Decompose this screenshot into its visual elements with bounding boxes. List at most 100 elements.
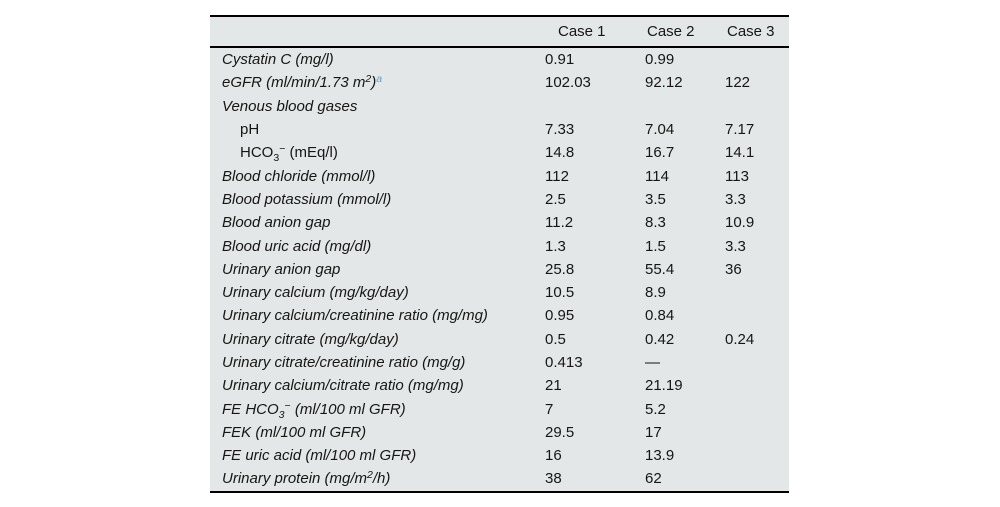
row-label-text: (ml/100 ml GFR) [290, 400, 406, 418]
row-label: Urinary anion gap [210, 258, 545, 281]
row-label: Blood uric acid (mg/dl) [210, 234, 545, 257]
row-label-text: Blood chloride (mmol/l) [222, 167, 376, 185]
row-label: Blood anion gap [210, 211, 545, 234]
value-cell-case-1: 0.95 [545, 307, 575, 325]
row-label-text: Urinary protein (mg/m [222, 470, 368, 488]
value-cell-case-1: 29.5 [545, 423, 575, 441]
value-cell-case-2: 0.99 [645, 51, 675, 69]
table-row: Urinary citrate (mg/kg/day) 0.5 0.42 0.24 [210, 328, 789, 351]
value-cell-case-1: 2.5 [545, 190, 566, 208]
table-row: Urinary citrate/creatinine ratio (mg/g) 0… [210, 351, 789, 374]
table-row: Urinary calcium/creatinine ratio (mg/mg)… [210, 304, 789, 327]
table-row: Blood chloride (mmol/l) 112 114 113 [210, 164, 789, 187]
table-row: FE HCO3− (ml/100 ml GFR) 7 5.2 [210, 397, 789, 420]
row-label-text: Urinary calcium/citrate ratio (mg/mg) [222, 377, 464, 395]
row-label-text: Venous blood gases [222, 97, 358, 115]
lab-findings-table-container: Case 1 Case 2 Case 3 Cystatin C (mg/l) 0.91… [210, 15, 789, 493]
row-label: eGFR (ml/min/1.73 m2)a [210, 71, 545, 94]
value-cell-case-1: 25.8 [545, 260, 575, 278]
value-cell-case-1: 0.413 [545, 354, 583, 371]
table-header: Case 1 Case 2 Case 3 [210, 16, 789, 48]
row-label: Venous blood gases [210, 95, 545, 118]
row-label-text: /h) [372, 470, 391, 488]
column-header-case-3: Case 3 [725, 16, 789, 48]
value-cell-case-2: — [645, 354, 660, 371]
table-row: pH 7.33 7.04 7.17 [210, 118, 789, 141]
row-label: Urinary calcium/creatinine ratio (mg/mg) [210, 304, 545, 327]
value-cell-case-2: 16.7 [645, 144, 675, 162]
value-cell-case-3 [725, 351, 789, 374]
value-cell-case-3 [725, 47, 789, 71]
value-cell-case-3 [725, 281, 789, 304]
footnote-marker-a[interactable]: a [376, 73, 383, 86]
value-cell-case-2: 62 [645, 470, 662, 488]
value-cell-case-1: 14.8 [545, 144, 575, 162]
table-row: Venous blood gases [210, 95, 789, 118]
row-label: HCO3− (mEq/l) [210, 141, 545, 164]
value-cell-case-2: 13.9 [645, 447, 675, 465]
value-cell-case-3: 122 [725, 74, 751, 92]
table-row: Urinary calcium/citrate ratio (mg/mg) 21 2… [210, 374, 789, 397]
value-cell-case-3 [725, 467, 789, 491]
value-cell-case-1: 0.5 [545, 330, 566, 348]
value-cell-case-3 [725, 95, 789, 118]
value-cell-case-2: 5.2 [645, 400, 666, 418]
value-cell-case-3: 3.3 [725, 237, 746, 255]
row-label-text: Blood anion gap [222, 214, 331, 232]
superscript-text: 2 [365, 73, 372, 86]
value-cell-case-2: 21.19 [645, 377, 683, 395]
table-row: FE uric acid (ml/100 ml GFR) 16 13.9 [210, 444, 789, 467]
row-label-text: HCO [240, 144, 274, 162]
value-cell-case-2: 3.5 [645, 190, 666, 208]
value-cell-case-3: 7.17 [725, 121, 755, 139]
row-label-text: FEK (ml/100 ml GFR) [222, 423, 367, 441]
value-cell-case-3: 113 [725, 167, 749, 185]
row-label: FE HCO3− (ml/100 ml GFR) [210, 397, 545, 420]
value-cell-case-2: 114 [645, 167, 669, 185]
row-label: Cystatin C (mg/l) [210, 47, 545, 71]
column-header-case-2: Case 2 [645, 16, 725, 48]
lab-findings-table: Case 1 Case 2 Case 3 Cystatin C (mg/l) 0.91… [210, 15, 789, 493]
row-label-header-blank [210, 16, 545, 48]
row-label-text: Cystatin C (mg/l) [222, 51, 334, 69]
row-label: FEK (ml/100 ml GFR) [210, 421, 545, 444]
value-cell-case-1: 102.03 [545, 74, 591, 92]
row-label-text: Blood uric acid (mg/dl) [222, 237, 372, 255]
table-row: Cystatin C (mg/l) 0.91 0.99 [210, 47, 789, 71]
value-cell-case-2: 0.42 [645, 330, 675, 348]
value-cell-case-1: 7 [545, 400, 554, 418]
row-label-text: Urinary calcium/creatinine ratio (mg/mg) [222, 307, 488, 325]
table-row: Urinary protein (mg/m2/h) 38 62 [210, 467, 789, 491]
value-cell-case-3 [725, 374, 789, 397]
row-label: Blood chloride (mmol/l) [210, 164, 545, 187]
value-cell-case-1: 16 [545, 447, 562, 465]
row-label-text: Urinary citrate (mg/kg/day) [222, 330, 399, 348]
table-row: eGFR (ml/min/1.73 m2)a 102.03 92.12 122 [210, 71, 789, 94]
value-cell-case-2: 8.3 [645, 214, 666, 232]
row-label: Urinary calcium/citrate ratio (mg/mg) [210, 374, 545, 397]
value-cell-case-3 [725, 304, 789, 327]
row-label-text: Urinary citrate/creatinine ratio (mg/g) [222, 354, 466, 371]
row-label-text: Blood potassium (mmol/l) [222, 190, 392, 208]
row-label-text: Urinary calcium (mg/kg/day) [222, 284, 409, 302]
table-row: HCO3− (mEq/l) 14.8 16.7 14.1 [210, 141, 789, 164]
value-cell-case-1: 10.5 [545, 284, 575, 302]
row-label: FE uric acid (ml/100 ml GFR) [210, 444, 545, 467]
value-cell-case-3 [725, 421, 789, 444]
value-cell-case-3: 3.3 [725, 190, 746, 208]
value-cell-case-3: 10.9 [725, 214, 755, 232]
value-cell-case-3: 36 [725, 260, 742, 278]
value-cell-case-2 [645, 95, 725, 118]
superscript-text: − [284, 399, 291, 412]
superscript-text: − [279, 143, 286, 156]
header-row: Case 1 Case 2 Case 3 [210, 16, 789, 48]
row-label-text: FE uric acid (ml/100 ml GFR) [222, 447, 417, 465]
value-cell-case-3: 14.1 [725, 144, 755, 162]
table-row: Blood uric acid (mg/dl) 1.3 1.5 3.3 [210, 234, 789, 257]
table-body: Cystatin C (mg/l) 0.91 0.99 eGFR (ml/min/1.… [210, 47, 789, 492]
value-cell-case-3 [725, 444, 789, 467]
row-label-text: (mEq/l) [285, 144, 338, 162]
value-cell-case-1: 0.91 [545, 51, 575, 69]
value-cell-case-2: 17 [645, 423, 662, 441]
value-cell-case-2: 92.12 [645, 74, 683, 92]
